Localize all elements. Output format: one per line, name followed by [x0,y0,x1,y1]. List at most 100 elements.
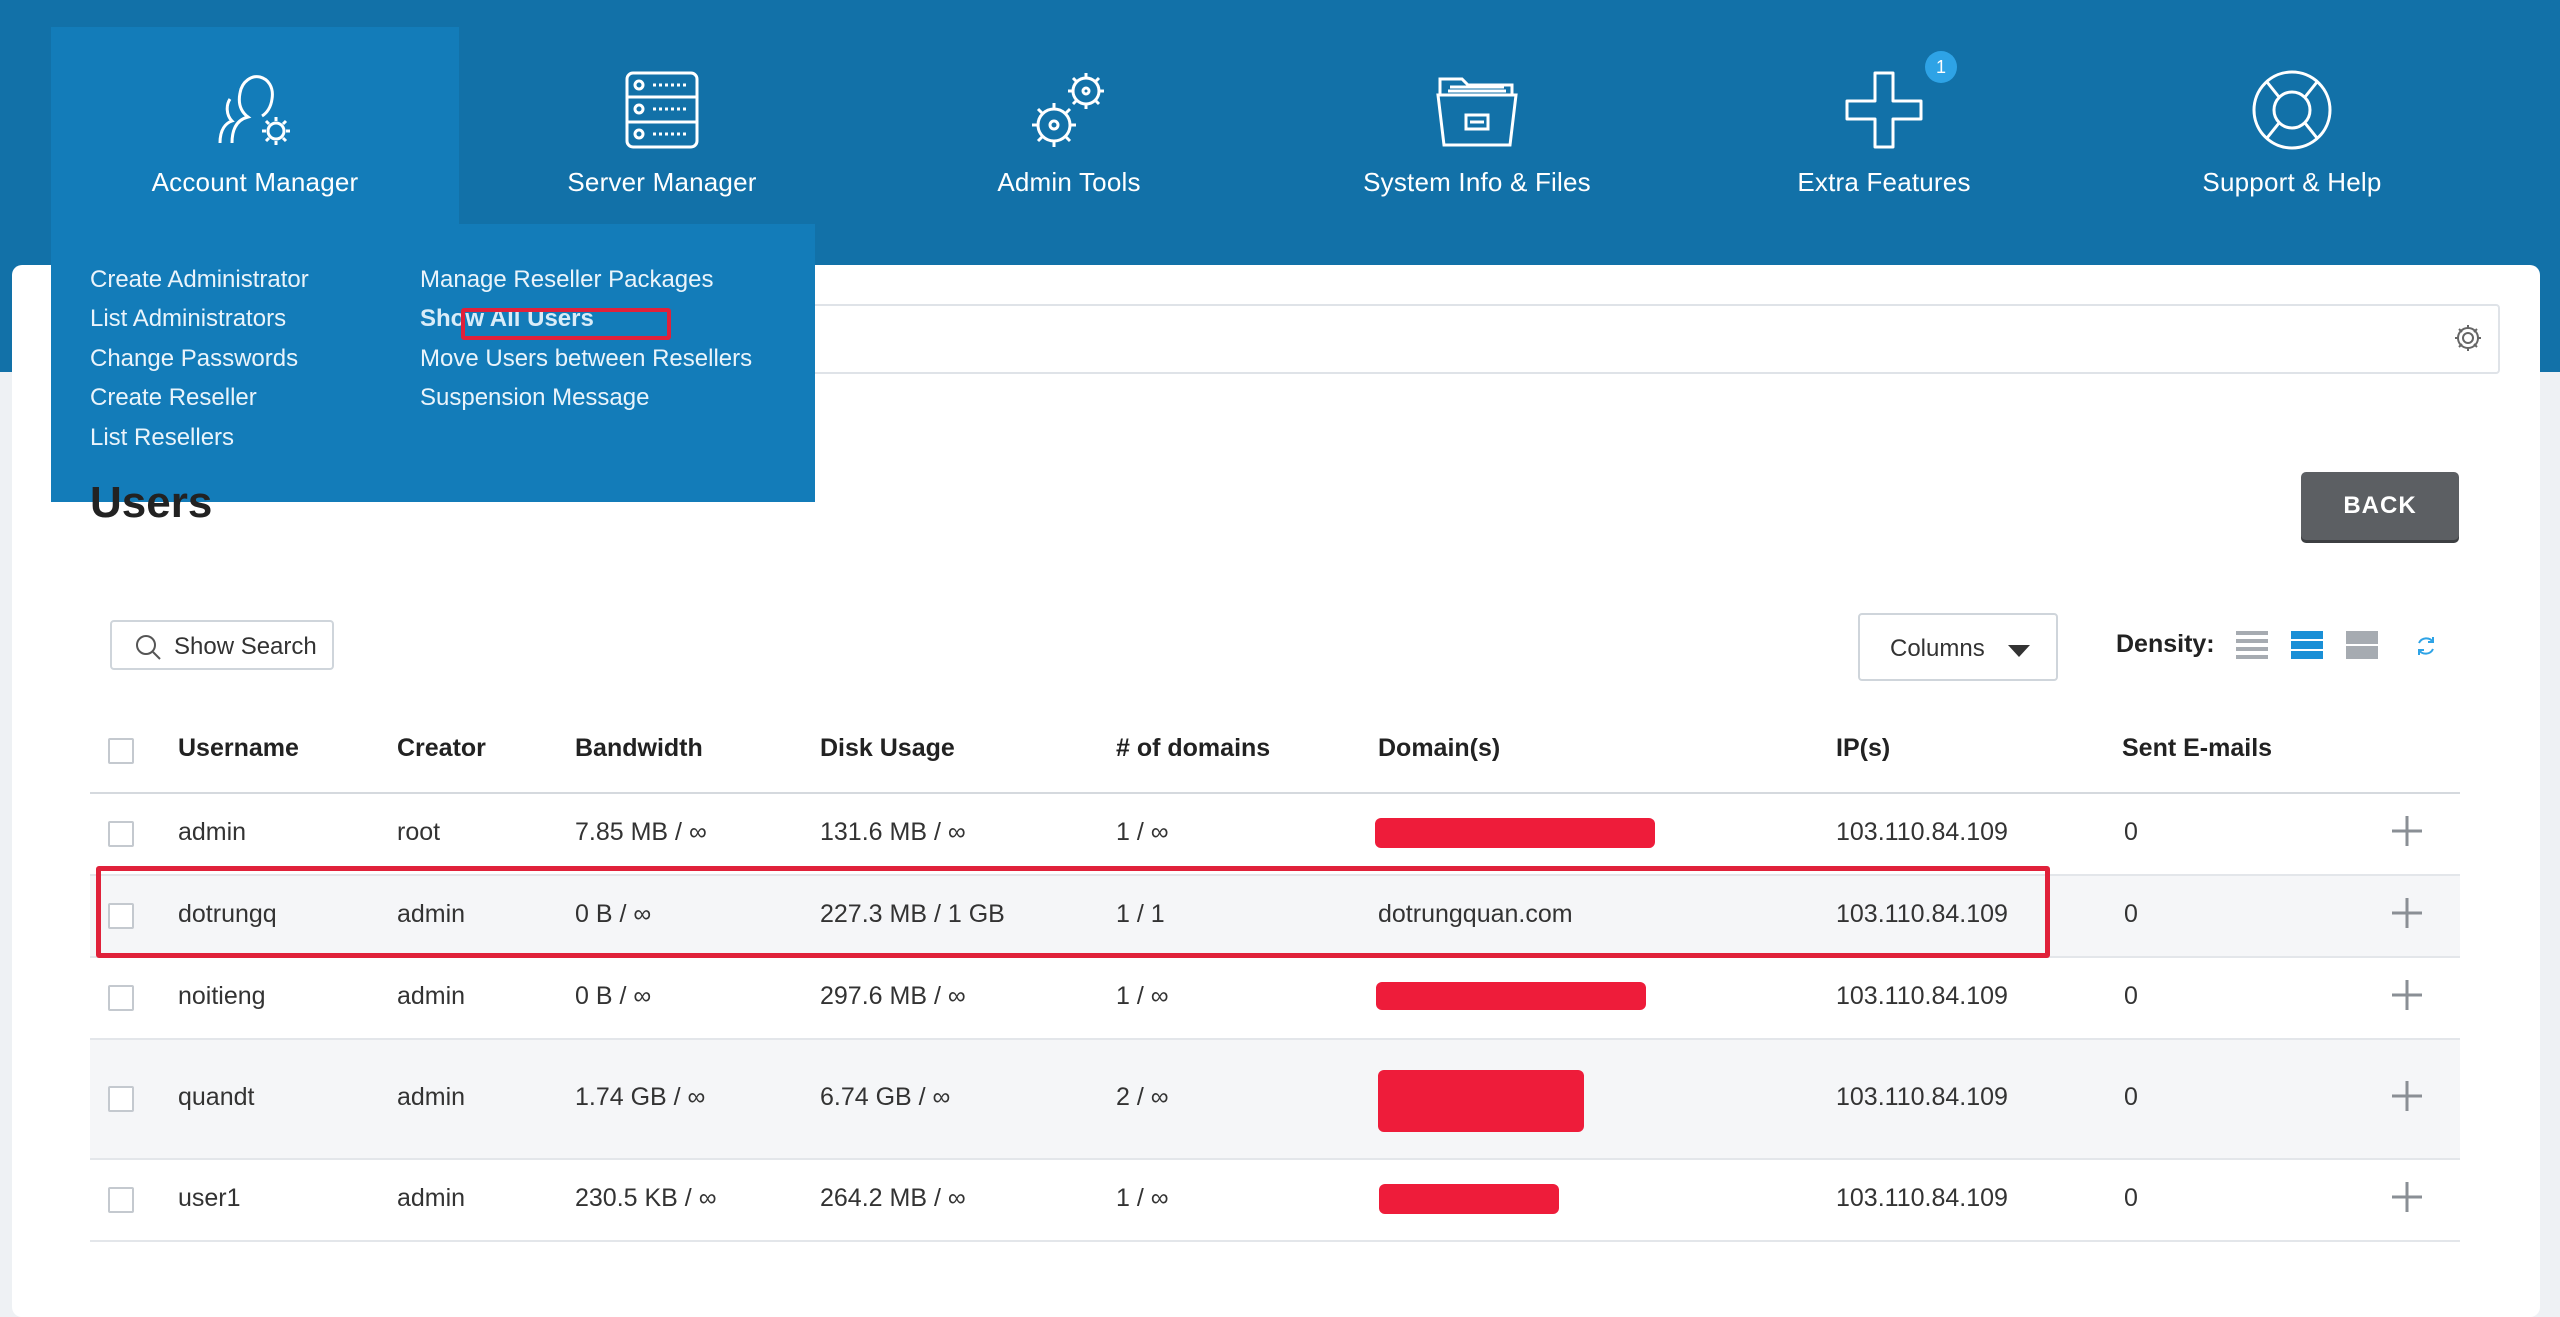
density-compact-icon[interactable] [2236,630,2268,660]
cell-sent-emails: 0 [2124,1083,2138,1111]
cell-bandwidth: 230.5 KB / ∞ [575,1184,717,1212]
menu-create-administrator[interactable]: Create Administrator [90,266,309,293]
table-row: noitieng admin 0 B / ∞ 297.6 MB / ∞ 1 / … [90,958,2460,1040]
header-creator[interactable]: Creator [397,734,486,762]
cell-num-domains: 1 / 1 [1116,900,1165,928]
row-checkbox[interactable] [108,821,134,847]
main-nav: Account Manager Server Manager Admin Too… [0,0,2560,227]
cell-ip: 103.110.84.109 [1836,1184,2008,1212]
cell-sent-emails: 0 [2124,982,2138,1010]
header-username[interactable]: Username [178,734,299,762]
cell-disk-usage: 264.2 MB / ∞ [820,1184,966,1212]
notification-badge: 1 [1925,51,1957,83]
cell-sent-emails: 0 [2124,818,2138,846]
caret-down-icon [2008,645,2030,657]
nav-system-info-files[interactable]: System Info & Files [1273,27,1681,225]
menu-list-resellers[interactable]: List Resellers [90,424,235,451]
redacted-domain [1379,1184,1559,1214]
nav-label: Support & Help [2202,167,2382,197]
header-disk-usage[interactable]: Disk Usage [820,734,955,762]
cell-num-domains: 1 / ∞ [1116,818,1169,846]
header-sent-emails[interactable]: Sent E-mails [2122,734,2273,762]
row-checkbox[interactable] [108,903,134,929]
table-row: quandt admin 1.74 GB / ∞ 6.74 GB / ∞ 2 /… [90,1040,2460,1160]
cell-username[interactable]: user1 [178,1184,241,1212]
expand-row-icon[interactable] [2390,978,2424,1012]
cell-num-domains: 2 / ∞ [1116,1083,1169,1111]
refresh-icon[interactable] [2414,634,2438,658]
cell-ip: 103.110.84.109 [1836,982,2008,1010]
header-bandwidth[interactable]: Bandwidth [575,734,703,762]
cell-disk-usage: 297.6 MB / ∞ [820,982,966,1010]
menu-change-passwords[interactable]: Change Passwords [90,345,299,372]
show-search-button[interactable]: Show Search [110,620,334,670]
density-comfortable-icon[interactable] [2346,630,2378,660]
row-checkbox[interactable] [108,985,134,1011]
menu-manage-reseller-packages[interactable]: Manage Reseller Packages [420,266,714,293]
cell-disk-usage: 6.74 GB / ∞ [820,1083,951,1111]
redacted-domain [1375,818,1655,848]
cell-username[interactable]: quandt [178,1083,255,1111]
table-header: Username Creator Bandwidth Disk Usage # … [90,720,2460,794]
expand-row-icon[interactable] [2390,896,2424,930]
cell-username[interactable]: noitieng [178,982,266,1010]
folder-icon [1436,77,1518,147]
nav-server-manager[interactable]: Server Manager [458,27,866,225]
redacted-domain [1378,1070,1584,1132]
gear-icon[interactable] [2452,322,2484,354]
cell-sent-emails: 0 [2124,1184,2138,1212]
cell-username[interactable]: admin [178,818,247,846]
cell-sent-emails: 0 [2124,900,2138,928]
nav-account-manager[interactable]: Account Manager [51,27,459,227]
cell-bandwidth: 1.74 GB / ∞ [575,1083,706,1111]
nav-label: System Info & Files [1363,167,1591,197]
cell-disk-usage: 227.3 MB / 1 GB [820,900,1005,928]
expand-row-icon[interactable] [2390,814,2424,848]
cell-num-domains: 1 / ∞ [1116,982,1169,1010]
nav-label: Admin Tools [997,167,1141,197]
cell-creator: admin [397,982,466,1010]
cell-creator: admin [397,1184,466,1212]
columns-dropdown[interactable]: Columns [1858,613,2058,681]
redacted-domain [1376,982,1646,1010]
cell-domain[interactable]: dotrungquan.com [1378,900,1573,928]
density-normal-icon[interactable] [2291,630,2323,660]
header-ips[interactable]: IP(s) [1836,734,1891,762]
table-row: admin root 7.85 MB / ∞ 131.6 MB / ∞ 1 / … [90,794,2460,876]
nav-extra-features[interactable]: 1 Extra Features [1680,27,2088,225]
cell-creator: root [397,818,441,846]
nav-label: Server Manager [567,167,757,197]
cell-disk-usage: 131.6 MB / ∞ [820,818,966,846]
account-manager-menu: Create Administrator List Administrators… [51,224,815,502]
row-checkbox[interactable] [108,1187,134,1213]
nav-admin-tools[interactable]: Admin Tools [865,27,1273,225]
cell-bandwidth: 0 B / ∞ [575,900,652,928]
cell-ip: 103.110.84.109 [1836,1083,2008,1111]
header-domains[interactable]: Domain(s) [1378,734,1501,762]
expand-row-icon[interactable] [2390,1180,2424,1214]
density-label: Density: [2116,630,2215,658]
nav-label: Account Manager [151,167,359,197]
cell-bandwidth: 0 B / ∞ [575,982,652,1010]
search-icon [136,635,161,660]
menu-suspension-message[interactable]: Suspension Message [420,384,650,411]
table-row: user1 admin 230.5 KB / ∞ 264.2 MB / ∞ 1 … [90,1160,2460,1242]
back-button[interactable]: BACK [2301,472,2459,540]
expand-row-icon[interactable] [2390,1079,2424,1113]
select-all-checkbox[interactable] [108,738,134,764]
menu-list-administrators[interactable]: List Administrators [90,305,287,332]
annotation-highlight-box [461,308,671,340]
cell-creator: admin [397,1083,466,1111]
cell-username[interactable]: dotrungq [178,900,277,928]
row-checkbox[interactable] [108,1086,134,1112]
plus-icon [1845,71,1923,149]
header-num-domains[interactable]: # of domains [1116,734,1271,762]
menu-create-reseller[interactable]: Create Reseller [90,384,257,411]
menu-move-users-between-resellers[interactable]: Move Users between Resellers [420,345,753,372]
cell-ip: 103.110.84.109 [1836,818,2008,846]
show-search-label: Show Search [174,633,317,660]
table-row: dotrungq admin 0 B / ∞ 227.3 MB / 1 GB 1… [90,876,2460,958]
nav-support-help[interactable]: Support & Help [2088,27,2496,225]
user-gear-icon [218,75,290,145]
lifebuoy-icon [2252,70,2332,150]
